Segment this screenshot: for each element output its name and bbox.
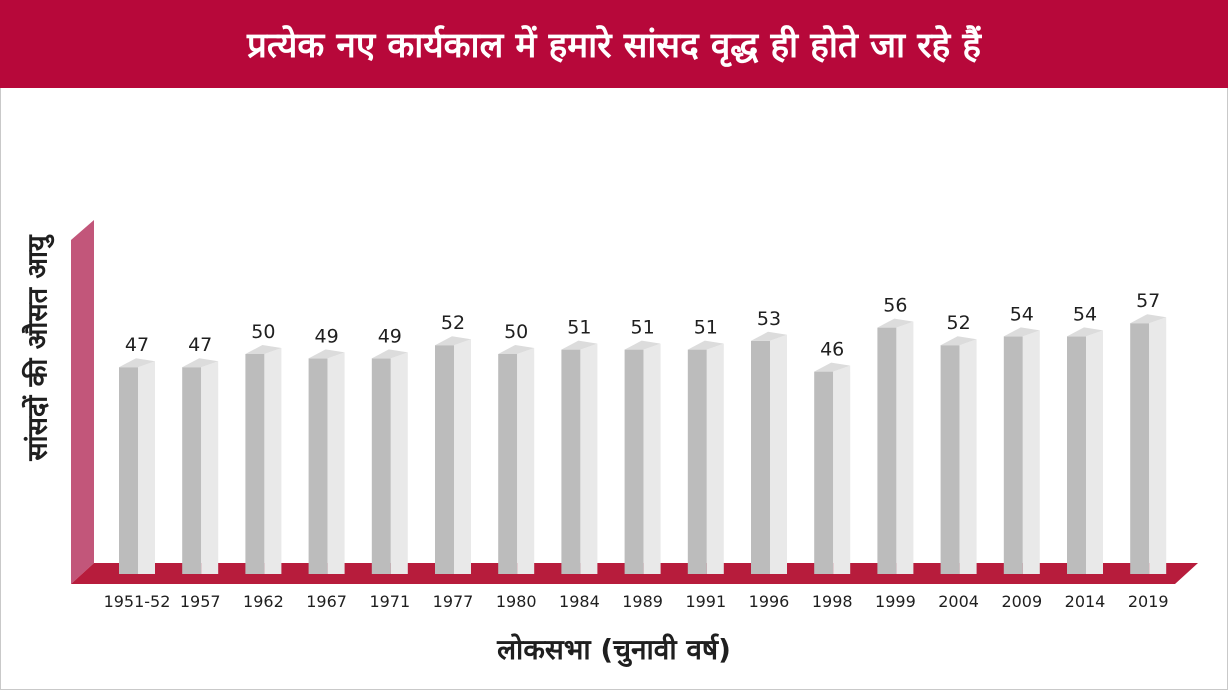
data-label: 51	[694, 317, 718, 339]
x-tick-label: 2019	[1128, 592, 1169, 611]
data-label: 50	[504, 321, 528, 343]
bar-side	[580, 343, 598, 574]
bar-front	[371, 358, 391, 574]
bar-side	[327, 352, 345, 574]
bar-top	[119, 358, 155, 368]
bar-top	[498, 345, 535, 354]
bar-top	[371, 349, 408, 359]
bar-front	[182, 367, 202, 574]
x-tick-label: 1951-52	[104, 592, 171, 611]
bar-top	[687, 340, 724, 350]
x-tick-label: 1996	[749, 592, 790, 611]
bar-side	[706, 343, 724, 574]
data-label: 52	[947, 312, 971, 334]
data-label: 49	[315, 325, 339, 347]
bar-top	[624, 340, 661, 350]
data-label: 56	[883, 295, 907, 317]
bar-front	[1067, 336, 1086, 574]
data-label: 46	[820, 339, 844, 361]
data-label: 50	[251, 321, 275, 343]
data-label: 54	[1010, 303, 1034, 325]
y-axis-wall	[71, 220, 94, 584]
data-label: 49	[378, 325, 402, 347]
bar-top	[182, 358, 219, 368]
x-tick-label: 1991	[685, 592, 726, 611]
bar-front	[561, 349, 581, 574]
bar-front	[814, 371, 834, 574]
x-tick-label: 1962	[243, 592, 284, 611]
bar-side	[1086, 330, 1103, 574]
bar-top	[245, 345, 282, 354]
bar-side	[643, 343, 661, 574]
bar-side	[1022, 330, 1040, 574]
data-label: 51	[631, 317, 655, 339]
bar-front	[1003, 336, 1023, 574]
bar-side	[201, 361, 219, 574]
x-tick-label: 1977	[433, 592, 474, 611]
bar-side	[264, 348, 282, 574]
data-label: 47	[125, 334, 149, 356]
x-tick-label: 1999	[875, 592, 916, 611]
bar-top	[1067, 327, 1103, 337]
bar-front	[1130, 323, 1150, 574]
title-bar: प्रत्येक नए कार्यकाल में हमारे सांसद वृद…	[0, 0, 1228, 88]
bar-top	[435, 336, 471, 346]
bar-top	[940, 336, 977, 346]
bar-side	[896, 321, 914, 574]
x-axis-label: लोकसभा (चुनावी वर्ष)	[497, 633, 731, 666]
x-tick-label: 2014	[1065, 592, 1106, 611]
data-label: 47	[188, 334, 212, 356]
bar-side	[959, 339, 977, 574]
bar-front	[435, 345, 454, 574]
bar-top	[308, 349, 345, 359]
x-tick-label: 1984	[559, 592, 600, 611]
bar-side	[517, 348, 535, 574]
bar-top	[751, 331, 787, 341]
bar-front	[751, 340, 770, 574]
y-axis-label: सांसदों की औसत आयु	[22, 235, 54, 461]
x-tick-label: 1957	[180, 592, 221, 611]
bar-side	[138, 361, 155, 574]
data-label: 53	[757, 308, 781, 330]
bar-side	[833, 365, 851, 574]
bar-front	[624, 349, 644, 574]
data-label: 54	[1073, 303, 1097, 325]
bar-top	[814, 362, 851, 372]
bar-side	[454, 339, 471, 574]
bar-front	[877, 327, 897, 574]
bar-front	[498, 354, 518, 574]
x-tick-label: 1998	[812, 592, 853, 611]
bar-top	[877, 318, 914, 328]
bar-side	[390, 352, 408, 574]
bar-front	[308, 358, 328, 574]
x-tick-label: 1980	[496, 592, 537, 611]
bar-front	[687, 349, 707, 574]
x-tick-label: 2009	[1001, 592, 1042, 611]
data-label: 52	[441, 312, 465, 334]
bar-front	[245, 354, 265, 574]
bar-front	[940, 345, 960, 574]
bar-top	[561, 340, 598, 350]
data-label: 57	[1136, 290, 1160, 312]
data-label: 51	[567, 317, 591, 339]
bar-front	[119, 367, 138, 574]
x-tick-label: 1967	[306, 592, 347, 611]
x-tick-label: 1989	[622, 592, 663, 611]
x-tick-label: 2004	[938, 592, 979, 611]
chart-title: प्रत्येक नए कार्यकाल में हमारे सांसद वृद…	[247, 25, 981, 66]
bar-side	[770, 334, 787, 574]
bar-top	[1130, 314, 1167, 324]
x-tick-label: 1971	[369, 592, 410, 611]
bar-top	[1003, 327, 1040, 337]
bar-side	[1149, 317, 1167, 574]
